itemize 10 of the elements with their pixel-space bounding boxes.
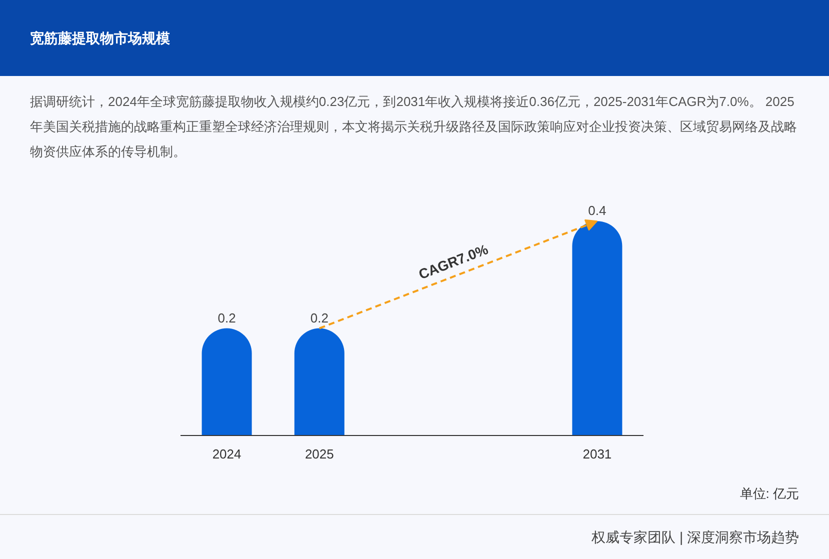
data-label: 0.2 — [218, 310, 236, 326]
x-tick-label: 2024 — [212, 446, 242, 462]
x-tick-label: 2025 — [304, 446, 334, 462]
data-label: 0.2 — [310, 310, 328, 326]
chart-title: 宽筋藤提取物市场规模 — [0, 0, 829, 76]
text: 权威专家团队 | 深度洞察市场趋势 — [0, 514, 829, 559]
text: 单位: 亿元 — [738, 485, 800, 503]
chart-subtitle: 据调研统计，2024年全球宽筋藤提取物收入规模约0.23亿元，到2031年收入规模将接近0.36亿元，2025-2031年CAGR为7.0%。 2025年美国关税措施的战略重构正重塑全球经济治理规则，本文将揭示关税升级路径及国际政策响应对企业投资决策、区域贸易网络及战略物资供应体系的传导机制。 — [29, 93, 798, 161]
data-label: 0.4 — [588, 203, 606, 218]
x-tick-label: 2031 — [582, 446, 612, 462]
